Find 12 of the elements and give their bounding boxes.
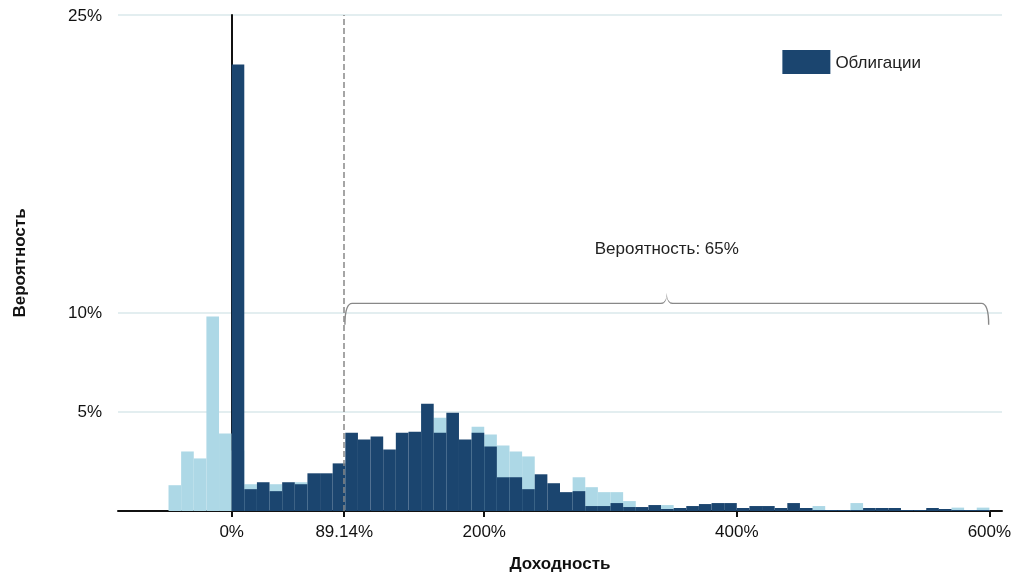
y-tick-label: 5% bbox=[77, 402, 102, 422]
y-tick-label: 10% bbox=[67, 303, 102, 323]
x-tick-label: 400% bbox=[715, 522, 759, 541]
annotation: Вероятность: 65% bbox=[594, 238, 739, 259]
x-tick-label: 200% bbox=[462, 522, 506, 541]
x-tick-label: 89.14% bbox=[315, 522, 374, 541]
x-axis-title: Доходность bbox=[509, 554, 611, 573]
y-tick-label: 25% bbox=[67, 5, 102, 25]
x-tick-label: 0% bbox=[219, 522, 244, 541]
x-tick-label: 600% bbox=[967, 522, 1012, 541]
y-axis-title: Вероятность bbox=[10, 208, 29, 318]
legend-label: Облигации bbox=[835, 52, 921, 72]
